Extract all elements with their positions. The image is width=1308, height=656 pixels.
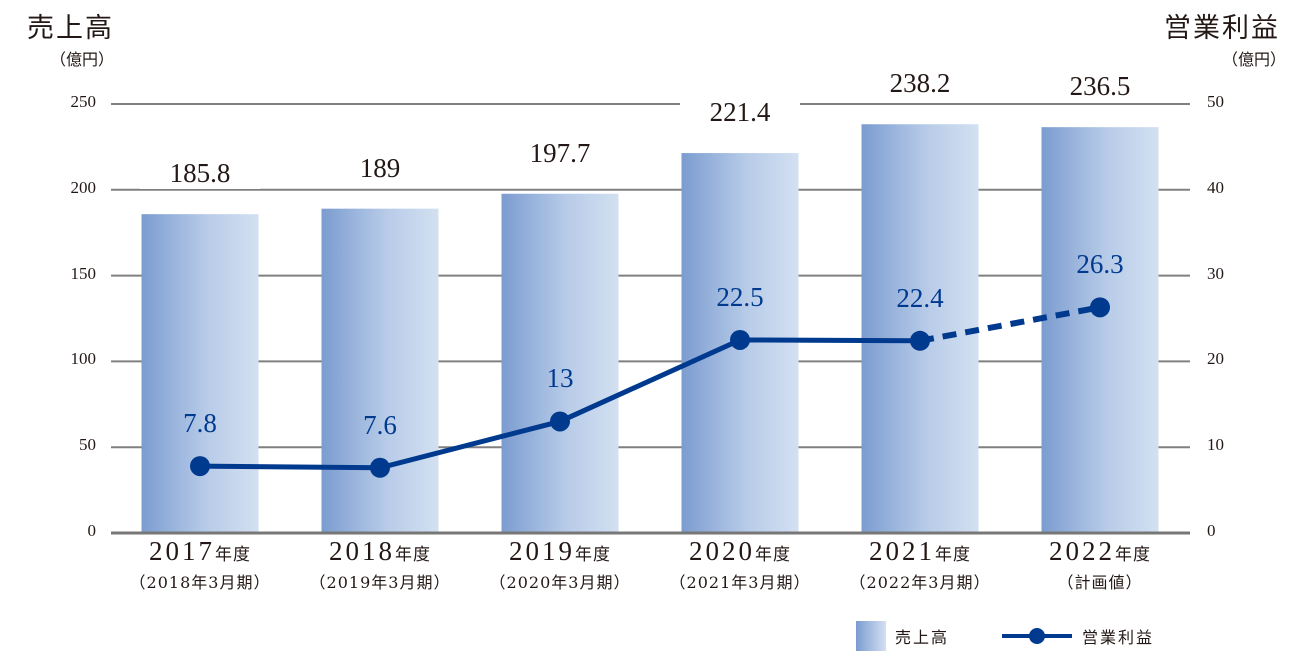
left-axis-unit: （億円）: [50, 50, 115, 69]
x-category: 2017年度 （2018年3月期）: [110, 536, 290, 593]
x-category-label: 2017年度: [149, 536, 251, 566]
line-value-label: 22.4: [896, 282, 944, 313]
bar-value-label: 197.7: [500, 137, 620, 169]
x-category-sublabel: （2020年3月期）: [489, 573, 631, 592]
line-marker: [190, 456, 210, 477]
bar-series: [141, 124, 1159, 533]
right-y-tick-label: 40: [1207, 177, 1224, 197]
legend-label-sales: 売上高: [895, 628, 950, 647]
line-series: [190, 297, 1110, 478]
x-category-label: 2021年度: [869, 536, 971, 566]
right-y-tick-label: 20: [1207, 349, 1224, 369]
line-value-label: 7.6: [363, 409, 397, 440]
x-category-label: 2022年度: [1049, 536, 1151, 566]
x-category: 2019年度 （2020年3月期）: [470, 536, 650, 593]
line-marker: [370, 457, 390, 478]
bar-value-label: 221.4: [680, 97, 800, 129]
legend-label-operating-profit: 営業利益: [1082, 628, 1155, 647]
x-category-label: 2020年度: [689, 536, 791, 566]
line-marker: [550, 411, 570, 432]
x-category: 2020年度 （2021年3月期）: [650, 536, 830, 593]
left-y-tick-label: 150: [70, 263, 97, 283]
bar: [1041, 127, 1159, 533]
gridlines: [111, 103, 1190, 449]
left-y-tick-label: 250: [70, 92, 97, 111]
x-category: 2018年度 （2019年3月期）: [290, 536, 470, 593]
right-axis-title: 営業利益: [1164, 13, 1280, 44]
x-category-label: 2018年度: [329, 536, 431, 566]
bar: [141, 214, 259, 533]
bar: [321, 208, 439, 533]
x-category-sublabel: （2018年3月期）: [129, 573, 271, 592]
bar-value-label: 236.5: [1040, 71, 1160, 103]
line-value-label: 22.5: [716, 281, 764, 312]
legend-swatch-sales: [856, 621, 886, 651]
x-category-sublabel: （2019年3月期）: [309, 573, 451, 592]
left-y-tick-label: 200: [70, 177, 97, 197]
bar-value-label: 238.2: [860, 68, 980, 100]
x-category-label: 2019年度: [509, 536, 611, 566]
x-category-sublabel: （計画値）: [1057, 573, 1143, 592]
right-y-tick-label: 10: [1207, 435, 1224, 455]
line-value-label: 13: [546, 363, 574, 394]
line-marker: [730, 329, 750, 350]
bar-value-label: 185.8: [140, 158, 260, 190]
bar-value-label: 189: [320, 152, 440, 184]
line-marker: [910, 330, 930, 351]
legend-line-marker-icon: [1002, 628, 1072, 644]
bar: [501, 193, 619, 533]
line-value-label: 26.3: [1076, 249, 1124, 280]
line-marker: [1090, 297, 1110, 318]
left-axis-title: 売上高: [27, 13, 114, 44]
x-category: 2022年度 （計画値）: [1010, 536, 1190, 593]
x-category-sublabel: （2022年3月期）: [849, 573, 991, 592]
right-y-tick-label: 0: [1207, 521, 1216, 540]
left-y-tick-label: 100: [70, 349, 97, 369]
right-y-tick-label: 50: [1207, 92, 1224, 111]
bar: [861, 124, 979, 533]
right-y-tick-label: 30: [1207, 263, 1224, 283]
left-y-tick-label: 50: [79, 435, 96, 455]
right-axis-unit: （億円）: [1221, 50, 1286, 69]
x-category: 2021年度 （2022年3月期）: [830, 536, 1010, 593]
line-value-label: 7.8: [183, 408, 217, 439]
x-category-sublabel: （2021年3月期）: [669, 573, 811, 592]
left-y-tick-label: 0: [87, 521, 97, 540]
